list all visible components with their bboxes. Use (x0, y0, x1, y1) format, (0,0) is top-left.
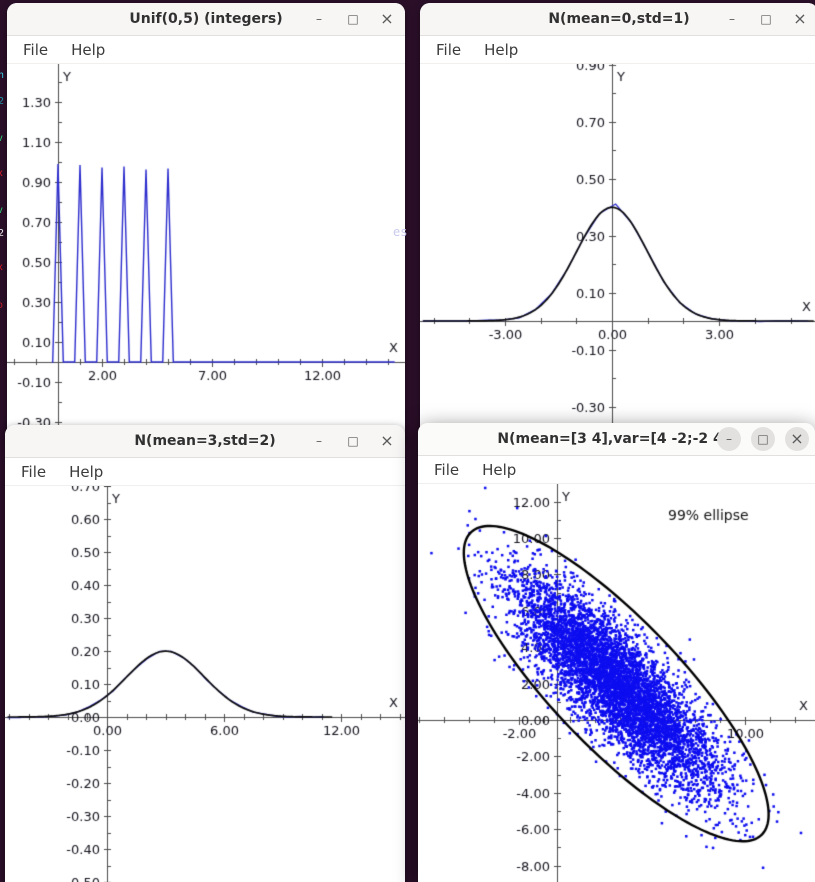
desktop-text-fragment: x (0, 262, 4, 273)
close-button[interactable]: × (785, 427, 809, 451)
menubar: File Help (5, 458, 405, 486)
maximize-icon: □ (347, 12, 359, 26)
minimize-button[interactable]: – (720, 7, 744, 31)
desktop-text-fragment: x (0, 168, 4, 179)
window-controls: – □ × (307, 7, 399, 31)
plot-canvas-unif (7, 64, 405, 443)
menu-file[interactable]: File (434, 460, 460, 479)
menu-file[interactable]: File (23, 40, 49, 59)
close-button[interactable]: × (375, 7, 399, 31)
window-controls: – □ × (717, 427, 809, 451)
minimize-icon: – (729, 12, 735, 26)
menu-help[interactable]: Help (69, 462, 104, 481)
menu-file[interactable]: File (436, 40, 462, 59)
titlebar[interactable]: N(mean=0,std=1) – □ × (420, 3, 815, 36)
window-controls: – □ × (720, 7, 812, 31)
titlebar[interactable]: N(mean=3,std=2) – □ × (5, 425, 405, 458)
minimize-icon: – (316, 12, 322, 26)
desktop-text-fragment: v (0, 205, 4, 216)
window-mvn: N(mean=[3 4],var=[4 -2;-2 4]) – □ × File… (418, 423, 815, 882)
menu-help[interactable]: Help (482, 460, 517, 479)
desktop-text-fragment: 2 (0, 96, 5, 107)
menubar: File Help (7, 36, 405, 64)
maximize-icon: □ (757, 432, 769, 446)
minimize-icon: – (316, 434, 322, 448)
plot-canvas-norm01 (420, 64, 815, 435)
menu-help[interactable]: Help (71, 40, 106, 59)
desktop-text-fragment: v (0, 133, 4, 144)
maximize-button[interactable]: □ (754, 7, 778, 31)
maximize-icon: □ (347, 434, 359, 448)
titlebar[interactable]: Unif(0,5) (integers) – □ × (7, 3, 405, 36)
close-icon: × (793, 9, 807, 28)
titlebar[interactable]: N(mean=[3 4],var=[4 -2;-2 4]) – □ × (418, 423, 815, 456)
menubar: File Help (420, 36, 815, 64)
desktop-text-fragment: n (0, 70, 5, 81)
window-norm32: N(mean=3,std=2) – □ × File Help (5, 425, 405, 882)
minimize-icon: – (726, 432, 732, 446)
window-unif: Unif(0,5) (integers) – □ × File Help (7, 3, 405, 443)
window-controls: – □ × (307, 429, 399, 453)
plot-canvas-mvn (418, 484, 815, 882)
maximize-button[interactable]: □ (341, 7, 365, 31)
window-norm01: N(mean=0,std=1) – □ × File Help (420, 3, 815, 435)
maximize-button[interactable]: □ (341, 429, 365, 453)
maximize-icon: □ (760, 12, 772, 26)
menubar: File Help (418, 456, 815, 484)
desktop-text-fragment: o (0, 300, 4, 311)
minimize-button[interactable]: – (717, 427, 741, 451)
minimize-button[interactable]: – (307, 429, 331, 453)
close-icon: × (380, 9, 394, 28)
close-icon: × (380, 431, 394, 450)
close-icon: × (790, 429, 804, 448)
plot-canvas-norm32 (5, 486, 405, 882)
close-button[interactable]: × (375, 429, 399, 453)
minimize-button[interactable]: – (307, 7, 331, 31)
menu-help[interactable]: Help (484, 40, 519, 59)
maximize-button[interactable]: □ (751, 427, 775, 451)
close-button[interactable]: × (788, 7, 812, 31)
menu-file[interactable]: File (21, 462, 47, 481)
desktop-text-fragment: 2 (0, 228, 5, 239)
